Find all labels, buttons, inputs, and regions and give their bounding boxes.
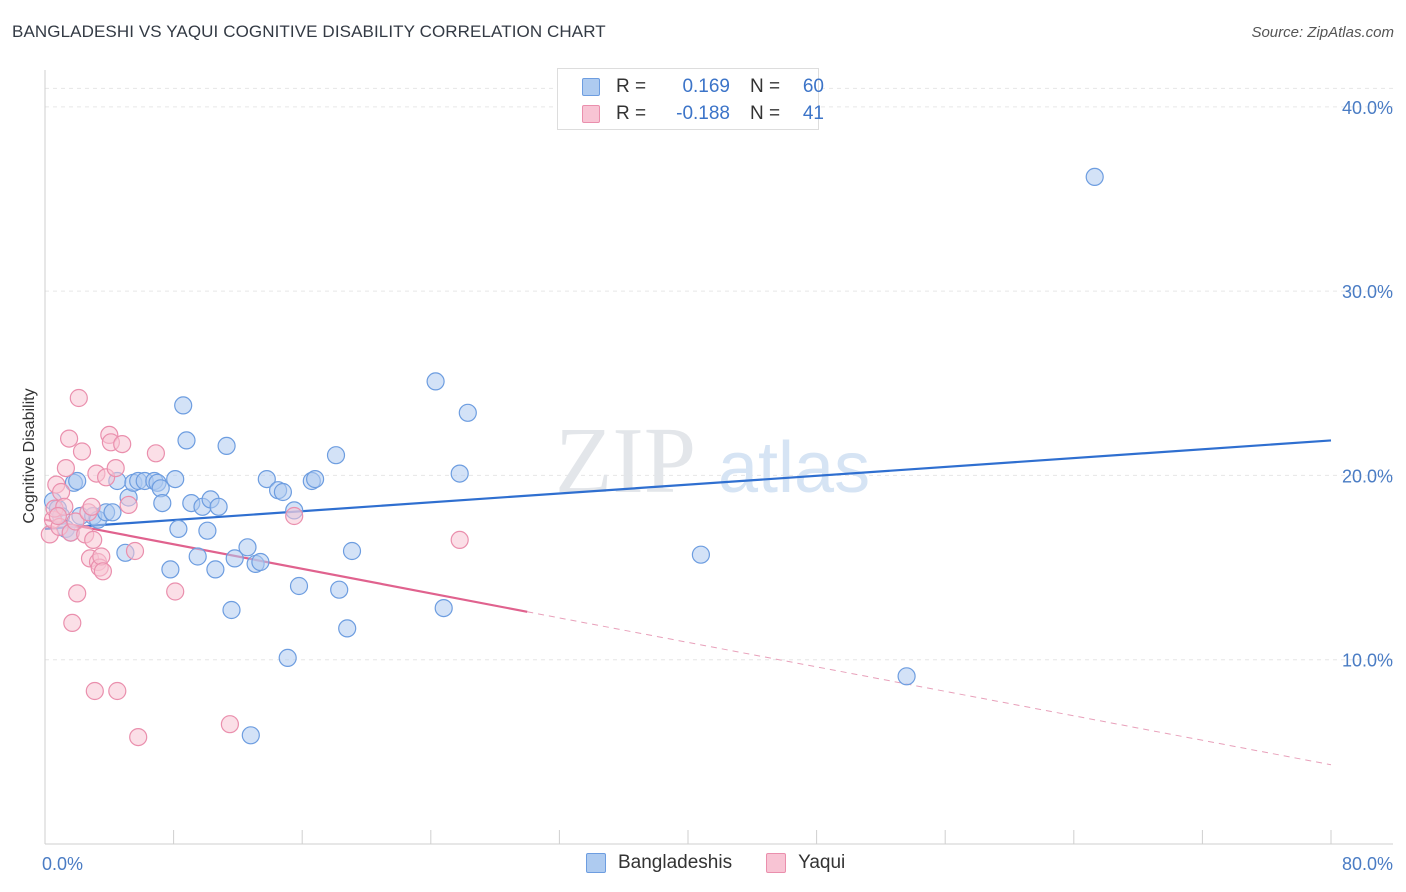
point-bangladeshis bbox=[897, 667, 916, 686]
point-bangladeshis bbox=[326, 446, 346, 465]
legend-n-value: 60 bbox=[802, 76, 824, 97]
point-bangladeshis bbox=[257, 470, 276, 489]
legend-n-label: N = bbox=[750, 103, 781, 124]
watermark-atlas: atlas bbox=[718, 428, 870, 508]
point-yaqui bbox=[82, 497, 101, 516]
point-bangladeshis bbox=[450, 464, 469, 483]
series-legend-yaqui[interactable]: Yaqui bbox=[766, 852, 845, 874]
series-legend-bangladeshis[interactable]: Bangladeshis bbox=[586, 852, 732, 874]
point-yaqui bbox=[125, 541, 145, 561]
point-yaqui bbox=[85, 681, 104, 701]
series-label-bangladeshis: Bangladeshis bbox=[618, 852, 733, 873]
point-yaqui bbox=[108, 681, 127, 701]
legend-swatch-bangladeshis bbox=[582, 78, 600, 96]
watermark: ZIP atlas bbox=[555, 409, 870, 513]
point-bangladeshis bbox=[338, 619, 357, 638]
point-yaqui bbox=[220, 715, 239, 734]
point-yaqui bbox=[93, 562, 113, 581]
point-yaqui bbox=[129, 727, 148, 747]
axes bbox=[44, 70, 1393, 845]
point-bangladeshis bbox=[217, 436, 236, 455]
point-bangladeshis bbox=[458, 403, 477, 422]
point-bangladeshis bbox=[278, 648, 297, 668]
y-tick-label: 30.0% bbox=[1342, 282, 1393, 302]
point-bangladeshis bbox=[188, 547, 207, 566]
point-yaqui bbox=[66, 512, 85, 531]
point-bangladeshis bbox=[289, 576, 309, 596]
point-bangladeshis bbox=[169, 519, 188, 539]
series-label-yaqui: Yaqui bbox=[798, 852, 846, 873]
tick-labels: 10.0% 20.0% 30.0% 40.0% 0.0% 80.0% bbox=[42, 98, 1393, 874]
legend-r-value: 0.169 bbox=[682, 76, 730, 97]
y-tick-label: 10.0% bbox=[1342, 651, 1393, 671]
point-bangladeshis bbox=[342, 541, 362, 561]
watermark-zip: ZIP bbox=[555, 409, 696, 513]
source-label: Source: ZipAtlas.com bbox=[1251, 24, 1394, 41]
point-yaqui bbox=[63, 613, 82, 633]
legend-row-bangladeshis: R = 0.169 N = 60 bbox=[582, 75, 824, 99]
point-bangladeshis bbox=[222, 600, 241, 620]
stats-legend: R = 0.169 N = 60 R = -0.188 N = 41 bbox=[557, 68, 824, 130]
legend-n-label: N = bbox=[750, 76, 781, 97]
point-yaqui bbox=[48, 506, 68, 526]
point-bangladeshis bbox=[161, 560, 180, 579]
point-bangladeshis bbox=[206, 560, 225, 579]
x-tick-label: 0.0% bbox=[42, 854, 83, 874]
x-tick-label: 80.0% bbox=[1342, 854, 1393, 874]
point-bangladeshis bbox=[166, 470, 185, 489]
point-yaqui bbox=[450, 530, 469, 550]
point-bangladeshis bbox=[691, 545, 711, 564]
point-bangladeshis bbox=[426, 372, 445, 391]
trend-line-yaqui bbox=[44, 518, 528, 613]
point-bangladeshis bbox=[241, 726, 260, 745]
series-legend: Bangladeshis Yaqui bbox=[586, 852, 879, 874]
trend-lines bbox=[44, 439, 1332, 766]
point-yaqui bbox=[106, 459, 125, 478]
y-tick-label: 40.0% bbox=[1342, 98, 1393, 118]
point-bangladeshis bbox=[434, 598, 453, 618]
point-bangladeshis bbox=[174, 396, 193, 415]
point-yaqui bbox=[285, 506, 304, 526]
point-yaqui bbox=[84, 530, 103, 550]
legend-r-value: -0.188 bbox=[676, 103, 730, 124]
point-bangladeshis bbox=[330, 580, 349, 599]
point-bangladeshis bbox=[198, 521, 217, 540]
y-tick-label: 20.0% bbox=[1342, 466, 1393, 486]
point-yaqui bbox=[72, 442, 92, 461]
data-points bbox=[40, 167, 1104, 747]
point-yaqui bbox=[59, 429, 79, 448]
point-bangladeshis bbox=[1085, 167, 1104, 186]
point-yaqui bbox=[68, 584, 87, 603]
point-yaqui bbox=[69, 388, 88, 408]
point-yaqui bbox=[113, 435, 132, 454]
point-bangladeshis bbox=[68, 471, 87, 491]
legend-r-label: R = bbox=[616, 103, 647, 124]
point-bangladeshis bbox=[251, 552, 270, 572]
trend-line-bangladeshis bbox=[44, 439, 1332, 530]
point-bangladeshis bbox=[306, 470, 325, 489]
point-bangladeshis bbox=[225, 549, 244, 568]
legend-n-value: 41 bbox=[802, 103, 824, 124]
point-yaqui bbox=[166, 582, 185, 601]
point-bangladeshis bbox=[209, 497, 228, 516]
y-axis-label: Cognitive Disability bbox=[21, 388, 38, 523]
point-bangladeshis bbox=[103, 503, 122, 522]
trend-line-yaqui-extension bbox=[527, 611, 1332, 766]
legend-row-yaqui: R = -0.188 N = 41 bbox=[582, 102, 824, 126]
series-swatch-yaqui bbox=[766, 853, 787, 873]
point-yaqui bbox=[119, 495, 138, 514]
point-bangladeshis bbox=[153, 494, 172, 513]
legend-swatch-yaqui bbox=[582, 105, 600, 123]
point-bangladeshis bbox=[177, 431, 196, 450]
legend-r-label: R = bbox=[616, 76, 647, 97]
point-bangladeshis bbox=[238, 538, 257, 557]
grid-lines bbox=[45, 87, 1393, 661]
point-yaqui bbox=[51, 482, 71, 502]
series-swatch-bangladeshis bbox=[586, 853, 606, 873]
point-bangladeshis bbox=[273, 482, 292, 502]
point-yaqui bbox=[146, 444, 165, 463]
point-yaqui bbox=[56, 459, 76, 478]
chart-title: BANGLADESHI VS YAQUI COGNITIVE DISABILIT… bbox=[12, 22, 606, 41]
